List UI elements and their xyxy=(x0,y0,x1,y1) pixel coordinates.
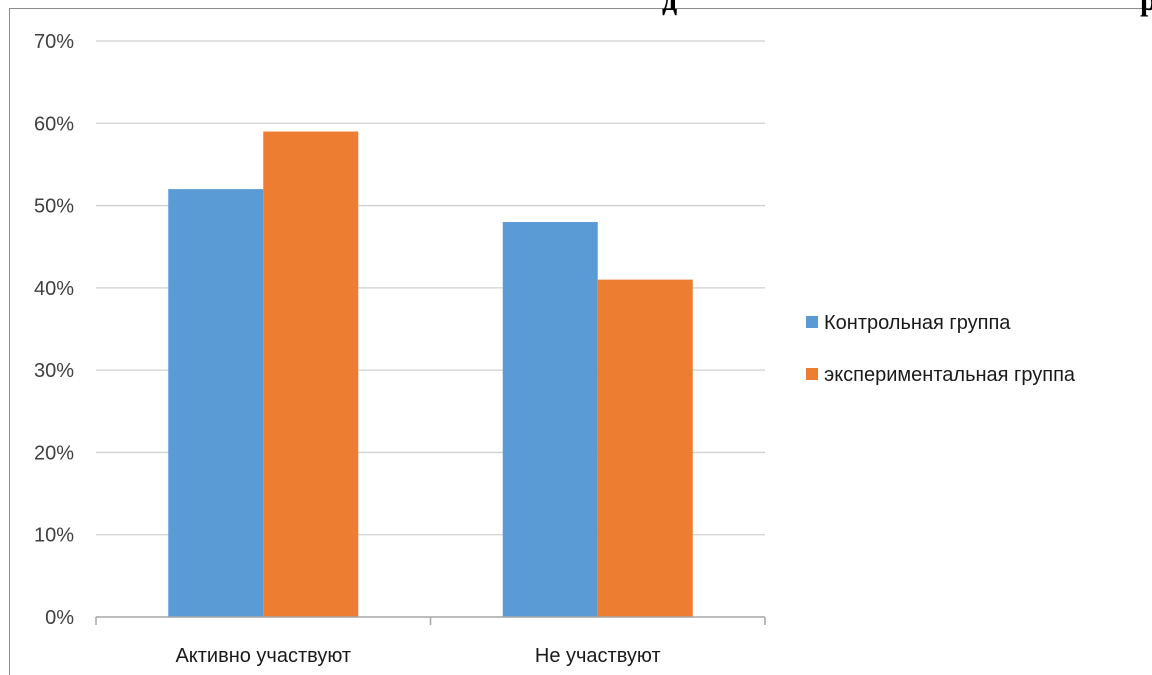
y-tick-label: 30% xyxy=(34,360,74,382)
bars xyxy=(168,131,693,617)
bar xyxy=(597,279,693,617)
x-axis: Активно участвуют Не участвуют xyxy=(95,616,766,667)
y-tick-label: 20% xyxy=(34,442,74,464)
frame-border-left xyxy=(9,8,10,675)
y-axis: 0% 10% 20% 30% 40% 50% 60% 70% xyxy=(34,31,74,629)
legend: Контрольная группа экспериментальная груп… xyxy=(806,312,1076,386)
y-tick-label: 0% xyxy=(45,607,74,629)
y-tick-label: 10% xyxy=(34,525,74,547)
bar xyxy=(502,222,598,617)
legend-label: экспериментальная группа xyxy=(824,364,1076,386)
cropped-title-fragment-right: р xyxy=(1140,0,1152,17)
x-category-label: Активно участвуют xyxy=(175,645,351,667)
legend-swatch xyxy=(806,316,818,328)
x-category-label: Не участвуют xyxy=(535,645,661,667)
legend-swatch xyxy=(806,368,818,380)
bar xyxy=(263,131,359,617)
frame-border-top xyxy=(9,8,1152,9)
y-tick-label: 70% xyxy=(34,31,74,53)
y-tick-label: 60% xyxy=(34,113,74,135)
legend-label: Контрольная группа xyxy=(824,312,1011,334)
cropped-title-fragment-left: д xyxy=(662,0,677,17)
bar xyxy=(168,189,264,617)
y-tick-label: 50% xyxy=(34,196,74,218)
y-tick-label: 40% xyxy=(34,278,74,300)
